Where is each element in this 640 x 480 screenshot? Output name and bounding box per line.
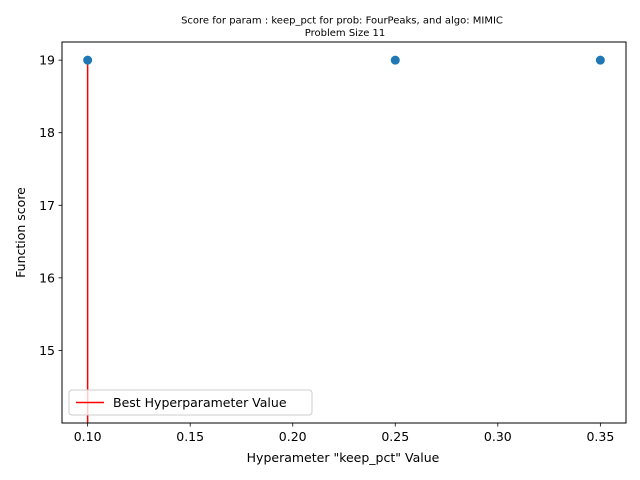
x-tick-label: 0.10 [74,429,102,444]
x-tick-label: 0.35 [586,429,614,444]
y-tick-label: 17 [39,198,55,213]
scatter-points [83,55,605,65]
y-tick-label: 15 [39,343,55,358]
y-axis-label: Function score [13,187,28,278]
plot-area-frame [61,41,627,424]
legend-label: Best Hyperparameter Value [113,395,287,410]
y-tick-label: 16 [39,270,55,285]
x-axis-label: Hyperameter "keep_pct" Value [247,450,440,465]
scatter-point [595,55,605,65]
x-tick-label: 0.15 [176,429,204,444]
x-tick-label: 0.25 [381,429,409,444]
x-tick-label: 0.30 [484,429,512,444]
scatter-point [83,55,93,65]
y-tick-label: 18 [39,125,55,140]
x-tick-label: 0.20 [279,429,307,444]
x-axis-ticks: 0.10 0.15 0.20 0.25 0.30 0.35 [74,423,614,444]
chart-title-line-1: Score for param : keep_pct for prob: Fou… [181,16,503,27]
y-axis-ticks: 15 16 17 18 19 [39,53,62,358]
chart-title-line-2: Problem Size 11 [305,28,386,39]
legend: Best Hyperparameter Value [68,389,313,416]
y-tick-label: 19 [39,53,55,68]
scatter-point [390,55,400,65]
legend-box [68,389,313,416]
